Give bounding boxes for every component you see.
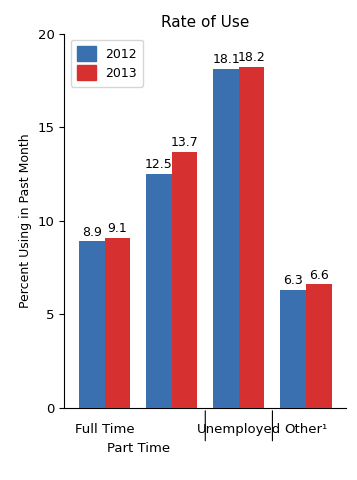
Bar [172, 152, 197, 408]
Text: Other¹: Other¹ [285, 423, 328, 436]
Bar [281, 290, 306, 408]
Text: Part Time: Part Time [106, 442, 170, 455]
Bar [105, 238, 130, 408]
Text: 18.2: 18.2 [238, 51, 266, 64]
Bar [306, 285, 332, 408]
Bar [79, 241, 105, 408]
Text: Unemployed: Unemployed [197, 423, 281, 436]
Legend: 2012, 2013: 2012, 2013 [71, 40, 144, 86]
Text: 13.7: 13.7 [171, 136, 198, 149]
Bar [239, 67, 265, 408]
Text: 9.1: 9.1 [107, 222, 127, 235]
Y-axis label: Percent Using in Past Month: Percent Using in Past Month [19, 133, 32, 308]
Text: 12.5: 12.5 [145, 158, 173, 171]
Title: Rate of Use: Rate of Use [161, 15, 250, 30]
Text: 6.6: 6.6 [309, 269, 329, 282]
Bar [146, 174, 172, 408]
Text: Full Time: Full Time [75, 423, 134, 436]
Text: 18.1: 18.1 [212, 53, 240, 66]
Text: 6.3: 6.3 [283, 274, 303, 287]
Text: 8.9: 8.9 [82, 226, 102, 239]
Bar [213, 69, 239, 408]
